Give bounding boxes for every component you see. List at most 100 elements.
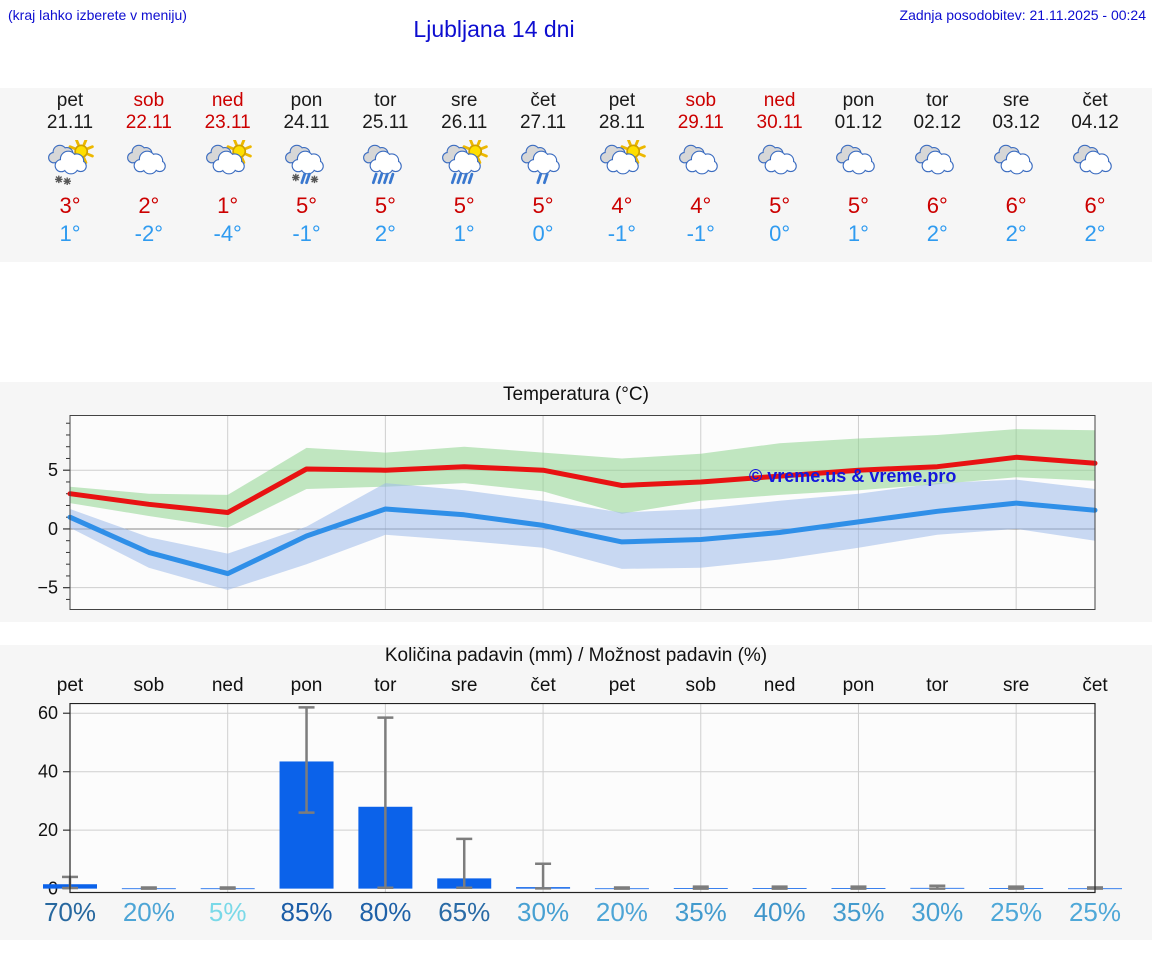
temperature-chart-title: Temperatura (°C) bbox=[503, 384, 649, 405]
low-temp: 1° bbox=[59, 221, 81, 246]
day-name: čet bbox=[1082, 90, 1108, 111]
watermark: © vreme.us & vreme.pro bbox=[749, 466, 957, 486]
cloudy-icon bbox=[1054, 136, 1136, 190]
forecast-day: pon 01.12 5° 1° bbox=[817, 90, 899, 248]
cloud-light-rain-icon bbox=[502, 136, 584, 190]
day-date: 02.12 bbox=[913, 112, 962, 133]
precip-probability: 80% bbox=[359, 897, 412, 927]
cloudy-icon bbox=[108, 136, 190, 190]
precip-day-label: čet bbox=[1082, 675, 1108, 696]
high-temp: 5° bbox=[296, 193, 318, 218]
forecast-day: pon 24.11 5° -1° bbox=[266, 90, 348, 248]
day-name: pet bbox=[56, 90, 84, 111]
day-name: tor bbox=[926, 90, 949, 111]
cloudy-icon bbox=[896, 136, 978, 190]
precip-day-label: sre bbox=[1002, 675, 1030, 696]
error-bar bbox=[377, 716, 394, 889]
precip-probability: 65% bbox=[438, 897, 491, 927]
location-menu-hint: (kraj lahko izberete v meniju) bbox=[8, 7, 187, 23]
high-temp: 5° bbox=[374, 193, 396, 218]
precip-day-label: sob bbox=[133, 675, 165, 696]
cloudy-icon bbox=[975, 136, 1057, 190]
error-bar bbox=[219, 886, 236, 890]
precip-day-label: pon bbox=[842, 675, 875, 696]
day-name: pet bbox=[608, 90, 636, 111]
precip-day-label: čet bbox=[530, 675, 556, 696]
error-bar bbox=[1008, 885, 1025, 890]
day-name: ned bbox=[763, 90, 796, 111]
high-temp: 5° bbox=[769, 193, 791, 218]
sun-cloud-rain-icon bbox=[423, 136, 505, 190]
day-name: tor bbox=[374, 90, 397, 111]
temperature-chart: Temperatura (°C) −5 0 5 © vreme.us & vreme… bbox=[0, 382, 1152, 622]
precip-day-label: pon bbox=[290, 675, 323, 696]
forecast-strip: pet 21.11 3° 1° sob 22.11 2° -2° ned 23.11 1° -4° po… bbox=[0, 88, 1152, 262]
high-temp: 2° bbox=[138, 193, 160, 218]
precip-probability: 30% bbox=[517, 897, 570, 927]
low-temp: -1° bbox=[607, 221, 637, 246]
min-temp-line bbox=[67, 500, 1098, 577]
precip-day-label: sob bbox=[685, 675, 717, 696]
plot-border bbox=[69, 703, 1096, 894]
day-date: 26.11 bbox=[441, 112, 488, 133]
precipitation-chart: Količina padavin (mm) / Možnost padavin … bbox=[0, 645, 1152, 940]
day-name: sre bbox=[451, 90, 478, 111]
day-date: 01.12 bbox=[834, 112, 883, 133]
y-axis-tick-label: 20 bbox=[38, 820, 58, 840]
precip-day-label: tor bbox=[926, 675, 949, 696]
page-title: Ljubljana 14 dni bbox=[413, 16, 575, 42]
error-bar bbox=[850, 885, 867, 890]
day-date: 28.11 bbox=[598, 112, 645, 133]
cloudy-icon bbox=[660, 136, 742, 190]
y-axis-tick-label: 5 bbox=[48, 460, 58, 480]
high-temp: 1° bbox=[217, 193, 239, 218]
precip-probability: 5% bbox=[208, 897, 247, 927]
last-updated: Zadnja posodobitev: 21.11.2025 - 00:24 bbox=[899, 7, 1146, 23]
precip-day-label: tor bbox=[374, 675, 397, 696]
precip-day-label: pet bbox=[56, 675, 84, 696]
forecast-day: sre 03.12 6° 2° bbox=[975, 90, 1057, 248]
forecast-day: sre 26.11 5° 1° bbox=[423, 90, 505, 248]
precip-day-label: sre bbox=[451, 675, 478, 696]
error-bar bbox=[140, 886, 157, 890]
error-bar bbox=[456, 837, 473, 889]
precip-day-label: ned bbox=[763, 675, 796, 696]
cloud-sleet-icon bbox=[266, 136, 348, 190]
precip-probability: 40% bbox=[753, 897, 806, 927]
error-bar bbox=[613, 886, 630, 890]
y-axis-tick-label: 60 bbox=[38, 703, 58, 723]
day-name: pon bbox=[290, 90, 323, 111]
forecast-day: čet 04.12 6° 2° bbox=[1054, 90, 1136, 248]
y-axis-tick-label: 40 bbox=[38, 762, 58, 782]
y-axis-tick-label: 0 bbox=[48, 519, 58, 539]
error-bar bbox=[298, 706, 315, 814]
precipitation-plot: 0204060 bbox=[38, 703, 1122, 898]
high-temp: 6° bbox=[1084, 193, 1106, 218]
error-bar bbox=[535, 862, 552, 890]
day-date: 03.12 bbox=[992, 112, 1040, 133]
precip-day-label: ned bbox=[211, 675, 244, 696]
precip-probability: 30% bbox=[911, 897, 964, 927]
precip-day-label: pet bbox=[608, 675, 636, 696]
sun-cloud-snow-icon bbox=[29, 136, 111, 190]
precip-probability: 25% bbox=[1068, 897, 1122, 927]
forecast-day: sob 29.11 4° -1° bbox=[660, 90, 742, 248]
low-temp: -1° bbox=[292, 221, 321, 246]
precip-probability: 20% bbox=[122, 897, 175, 927]
high-temp: 4° bbox=[690, 193, 712, 218]
forecast-day: tor 25.11 5° 2° bbox=[344, 90, 426, 248]
forecast-day: ned 30.11 5° 0° bbox=[739, 90, 821, 248]
low-temp: 2° bbox=[374, 221, 396, 246]
high-temp: 5° bbox=[532, 193, 554, 218]
forecast-day: tor 02.12 6° 2° bbox=[896, 90, 978, 248]
plot-border bbox=[69, 415, 1096, 610]
sun-cloud-icon bbox=[187, 136, 269, 190]
low-temp: 2° bbox=[1005, 221, 1027, 246]
day-date: 21.11 bbox=[46, 112, 94, 133]
low-temp: 1° bbox=[847, 221, 869, 246]
high-temp: 3° bbox=[59, 193, 81, 218]
error-bar bbox=[692, 885, 709, 890]
error-bar bbox=[771, 885, 788, 890]
precipitation-chart-title: Količina padavin (mm) / Možnost padavin … bbox=[384, 645, 768, 666]
day-date: 24.11 bbox=[283, 112, 330, 133]
